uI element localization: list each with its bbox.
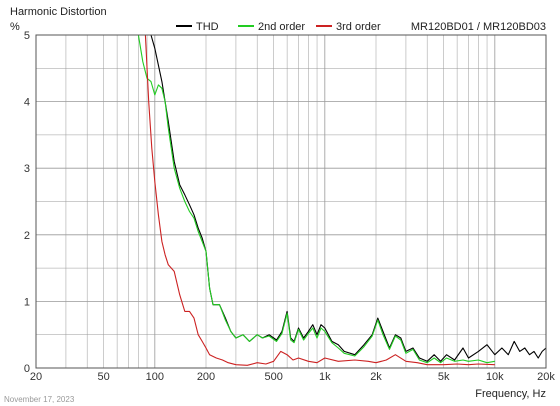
x-tick-label: 1k [319, 371, 331, 383]
y-axis-ticks: 0 1 2 3 4 5 [24, 30, 30, 375]
x-tick-label: 2k [370, 371, 382, 383]
series-line-3rd-order [144, 34, 495, 366]
y-tick-label: 5 [24, 30, 30, 42]
date-stamp: November 17, 2023 [4, 395, 75, 404]
y-tick-label: 1 [24, 296, 30, 308]
legend-label: THD [196, 21, 219, 33]
legend: THD 2nd order 3rd order [176, 21, 381, 33]
y-tick-label: 0 [24, 363, 30, 375]
x-tick-label: 10k [486, 371, 504, 383]
y-tick-label: 2 [24, 230, 30, 242]
x-tick-label: 200 [197, 371, 215, 383]
chart-title: Harmonic Distortion [10, 6, 107, 18]
legend-label: 3rd order [336, 21, 381, 33]
x-axis-label: Frequency, Hz [475, 388, 546, 400]
series-line-thd [145, 34, 547, 362]
y-tick-label: 4 [24, 97, 30, 109]
grid [35, 34, 547, 369]
chart-subtitle: MR120BD01 / MR120BD03 [411, 21, 546, 33]
series-lines [137, 34, 547, 366]
x-tick-label: 100 [146, 371, 164, 383]
plot-frame [35, 34, 547, 369]
x-tick-label: 20 [30, 371, 42, 383]
x-tick-label: 5k [438, 371, 450, 383]
y-tick-label: 3 [24, 163, 30, 175]
x-tick-label: 50 [98, 371, 110, 383]
legend-label: 2nd order [258, 21, 305, 33]
series-line-2nd-order [137, 34, 495, 364]
y-axis-label: % [10, 21, 20, 33]
x-tick-label: 20k [537, 371, 555, 383]
x-axis-ticks: 20 50 100 200 500 1k 2k 5k 10k 20k [30, 371, 555, 383]
x-tick-label: 500 [264, 371, 282, 383]
